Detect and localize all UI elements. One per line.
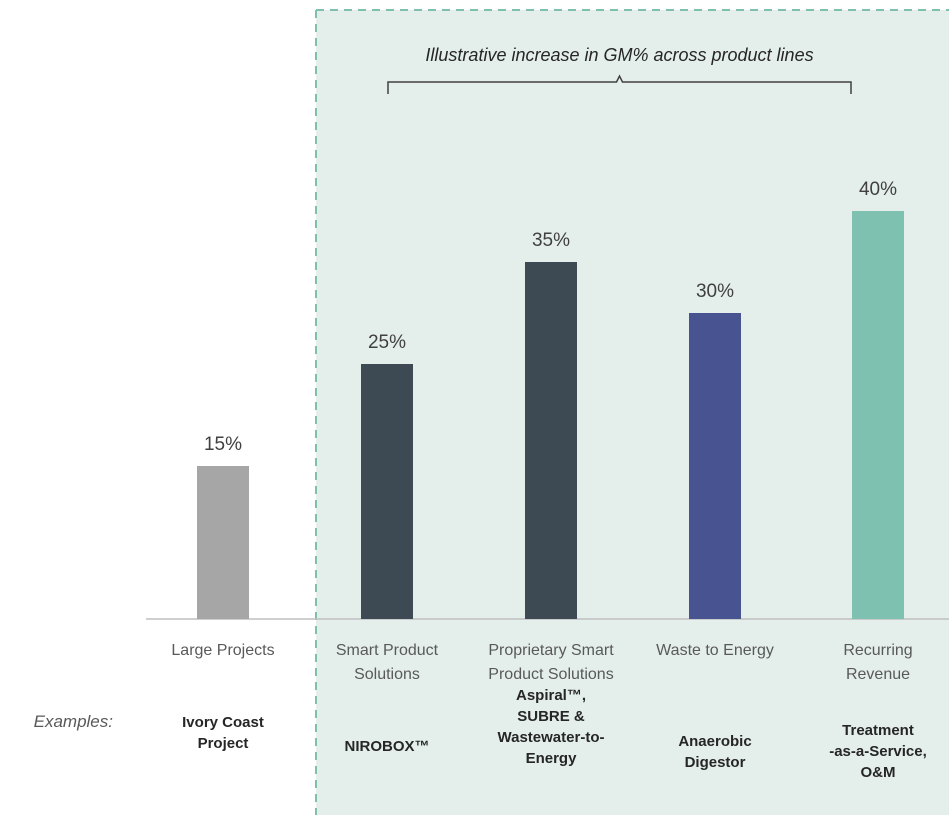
value-label-4: 40% xyxy=(859,179,897,200)
bar-4 xyxy=(852,211,904,619)
category-labels-layer: Large Projects Smart Product Solutions Prop… xyxy=(171,642,912,683)
example-4: Treatment -as-a-Service, O&M xyxy=(829,722,927,781)
examples-prefix: Examples: xyxy=(34,712,114,731)
category-label-4: Recurring Revenue xyxy=(843,642,912,683)
bar-3 xyxy=(689,313,741,619)
example-0: Ivory Coast Project xyxy=(182,714,264,752)
value-label-1: 25% xyxy=(368,332,406,353)
value-label-0: 15% xyxy=(204,434,242,455)
bar-1 xyxy=(361,364,413,619)
bar-2 xyxy=(525,262,577,619)
header-note: Illustrative increase in GM% across prod… xyxy=(425,45,813,65)
bars-layer xyxy=(197,211,904,619)
examples-layer: Ivory Coast Project NIROBOX™ Aspiral™, SUBRE… xyxy=(182,687,927,781)
category-label-2: Proprietary Smart Product Solutions xyxy=(488,642,614,683)
highlight-region xyxy=(316,10,949,815)
header-bracket xyxy=(387,74,852,94)
category-label-0: Large Projects xyxy=(171,642,274,659)
value-labels-layer: 15% 25% 35% 30% 40% xyxy=(204,179,897,455)
example-2: Aspiral™, SUBRE & Wastewater-to-Energy xyxy=(498,687,605,767)
value-label-3: 30% xyxy=(696,281,734,302)
category-label-3: Waste to Energy xyxy=(656,642,774,659)
value-label-2: 35% xyxy=(532,230,570,251)
bar-0 xyxy=(197,466,249,619)
example-1: NIROBOX™ xyxy=(344,738,429,755)
example-3: Anaerobic Digestor xyxy=(678,733,751,771)
category-label-1: Smart Product Solutions xyxy=(336,642,439,683)
